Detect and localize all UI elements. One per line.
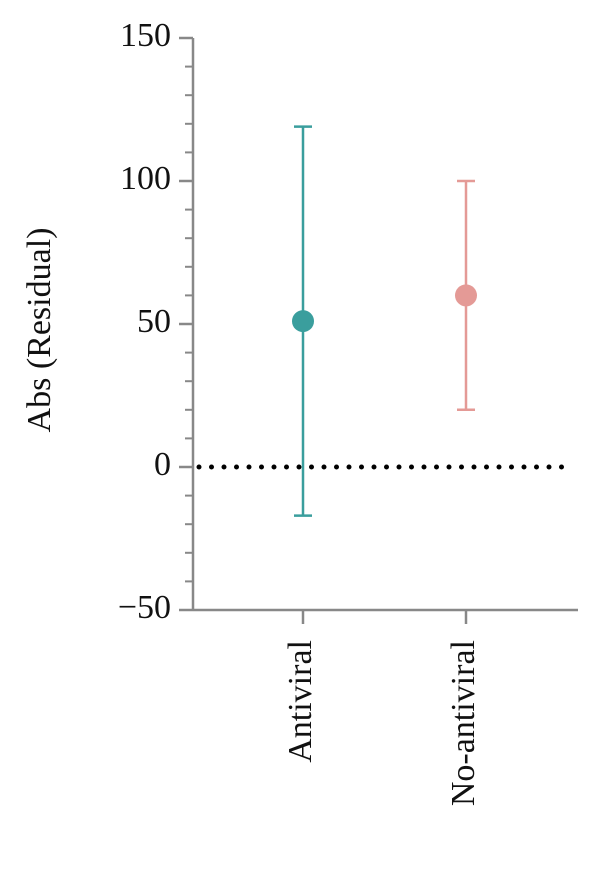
mean-point — [292, 310, 314, 333]
y-tick-label: −50 — [118, 589, 171, 626]
y-tick-label: 100 — [120, 160, 171, 197]
y-tick-label: 0 — [154, 446, 171, 483]
y-axis-label: Abs (Residual) — [21, 228, 58, 433]
y-tick-label: 150 — [120, 17, 171, 54]
x-tick-label: No-antiviral — [445, 640, 482, 806]
y-tick-label: 50 — [137, 303, 171, 340]
mean-point — [455, 284, 477, 307]
x-tick-label: Antiviral — [282, 640, 319, 763]
